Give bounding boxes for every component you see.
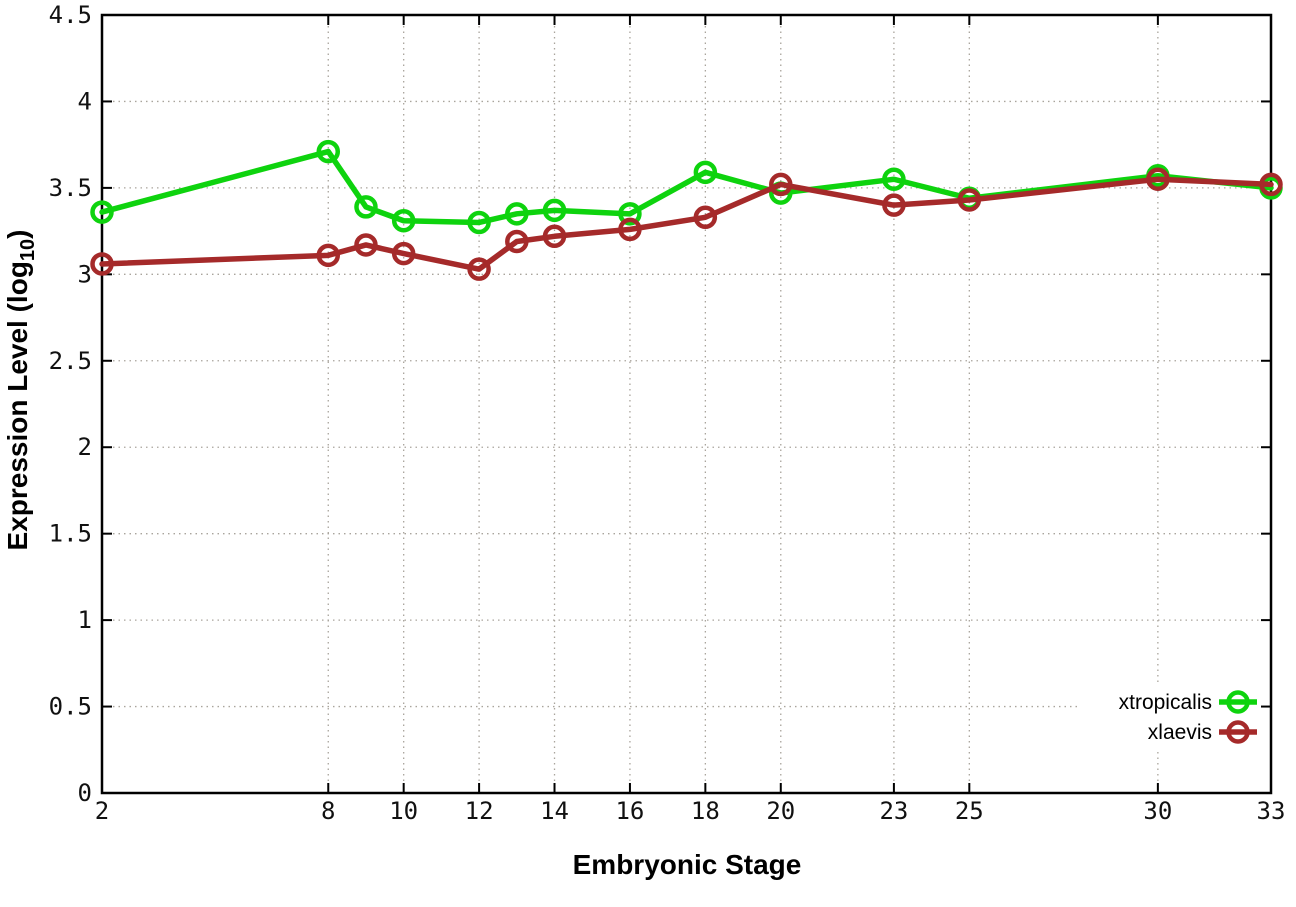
- y-tick-label: 3.5: [49, 174, 92, 202]
- y-tick-label: 2: [78, 433, 92, 461]
- legend-label-xtropicalis: xtropicalis: [1119, 691, 1212, 714]
- legend-label-xlaevis: xlaevis: [1148, 721, 1212, 744]
- y-tick-label: 3: [78, 260, 92, 288]
- x-tick-label: 2: [95, 797, 109, 825]
- data-point-xlaevis: [316, 243, 341, 268]
- chart-layers: 2 8 10 12 14 16 18 20 23 25 30 33 0 0.5 1 1.5 2 2.5 3 3.5 4 4…: [49, 1, 1286, 825]
- x-tick-label: 20: [766, 797, 795, 825]
- data-point-xlaevis: [542, 224, 567, 249]
- data-point-xlaevis: [90, 252, 114, 276]
- x-tick-label: 23: [879, 797, 908, 825]
- x-tick-label: 18: [691, 797, 720, 825]
- y-axis-title: Expression Level (log10): [2, 230, 39, 551]
- data-point-xlaevis: [391, 241, 416, 266]
- data-point-xlaevis: [769, 172, 793, 197]
- series-line-xtropicalis: [99, 148, 1274, 226]
- x-tick-label: 30: [1143, 797, 1172, 825]
- data-point-xtropicalis: [693, 160, 718, 185]
- y-tick-label: 0: [78, 779, 92, 807]
- data-point-xtropicalis: [90, 200, 114, 224]
- x-tick-label: 33: [1257, 797, 1286, 825]
- plot-border: [100, 13, 1273, 795]
- x-tick-label: 16: [615, 797, 644, 825]
- data-point-xlaevis: [882, 193, 906, 217]
- x-tick-label: 14: [540, 797, 569, 825]
- data-point-xtropicalis: [542, 198, 567, 223]
- y-tick-label: 2.5: [49, 347, 92, 375]
- data-point-xlaevis: [618, 217, 642, 242]
- data-point-xtropicalis: [882, 167, 906, 191]
- legend-samples: [1219, 690, 1257, 744]
- data-point-xlaevis: [957, 188, 982, 212]
- y-tick-label: 1: [78, 606, 92, 634]
- data-point-xtropicalis: [391, 208, 416, 233]
- data-point-xtropicalis: [505, 202, 529, 226]
- series-line-xlaevis: [99, 176, 1274, 272]
- x-tick-label: 8: [321, 797, 335, 825]
- data-point-xlaevis: [1146, 167, 1170, 191]
- data-point-xtropicalis: [316, 139, 341, 164]
- y-tick-label: 4: [78, 87, 92, 115]
- data-point-xlaevis: [354, 233, 378, 257]
- data-point-xtropicalis: [618, 202, 642, 226]
- data-point-xlaevis: [693, 205, 718, 230]
- x-axis-title: Embryonic Stage: [573, 849, 802, 880]
- data-point-xlaevis: [1259, 172, 1283, 197]
- data-point-xlaevis: [505, 229, 529, 254]
- legend-sample-marker-xlaevis: [1226, 720, 1250, 744]
- y-tick-label: 4.5: [49, 1, 92, 29]
- data-point-xtropicalis: [467, 210, 491, 235]
- data-point-xlaevis: [467, 257, 491, 281]
- y-tick-label: 1.5: [49, 520, 92, 548]
- x-tick-label: 10: [389, 797, 418, 825]
- y-tick-label: 0.5: [49, 693, 92, 721]
- legend-sample-marker-xtropicalis: [1226, 690, 1250, 714]
- data-point-xtropicalis: [354, 195, 378, 219]
- x-tick-label: 12: [465, 797, 494, 825]
- x-tick-label: 25: [955, 797, 984, 825]
